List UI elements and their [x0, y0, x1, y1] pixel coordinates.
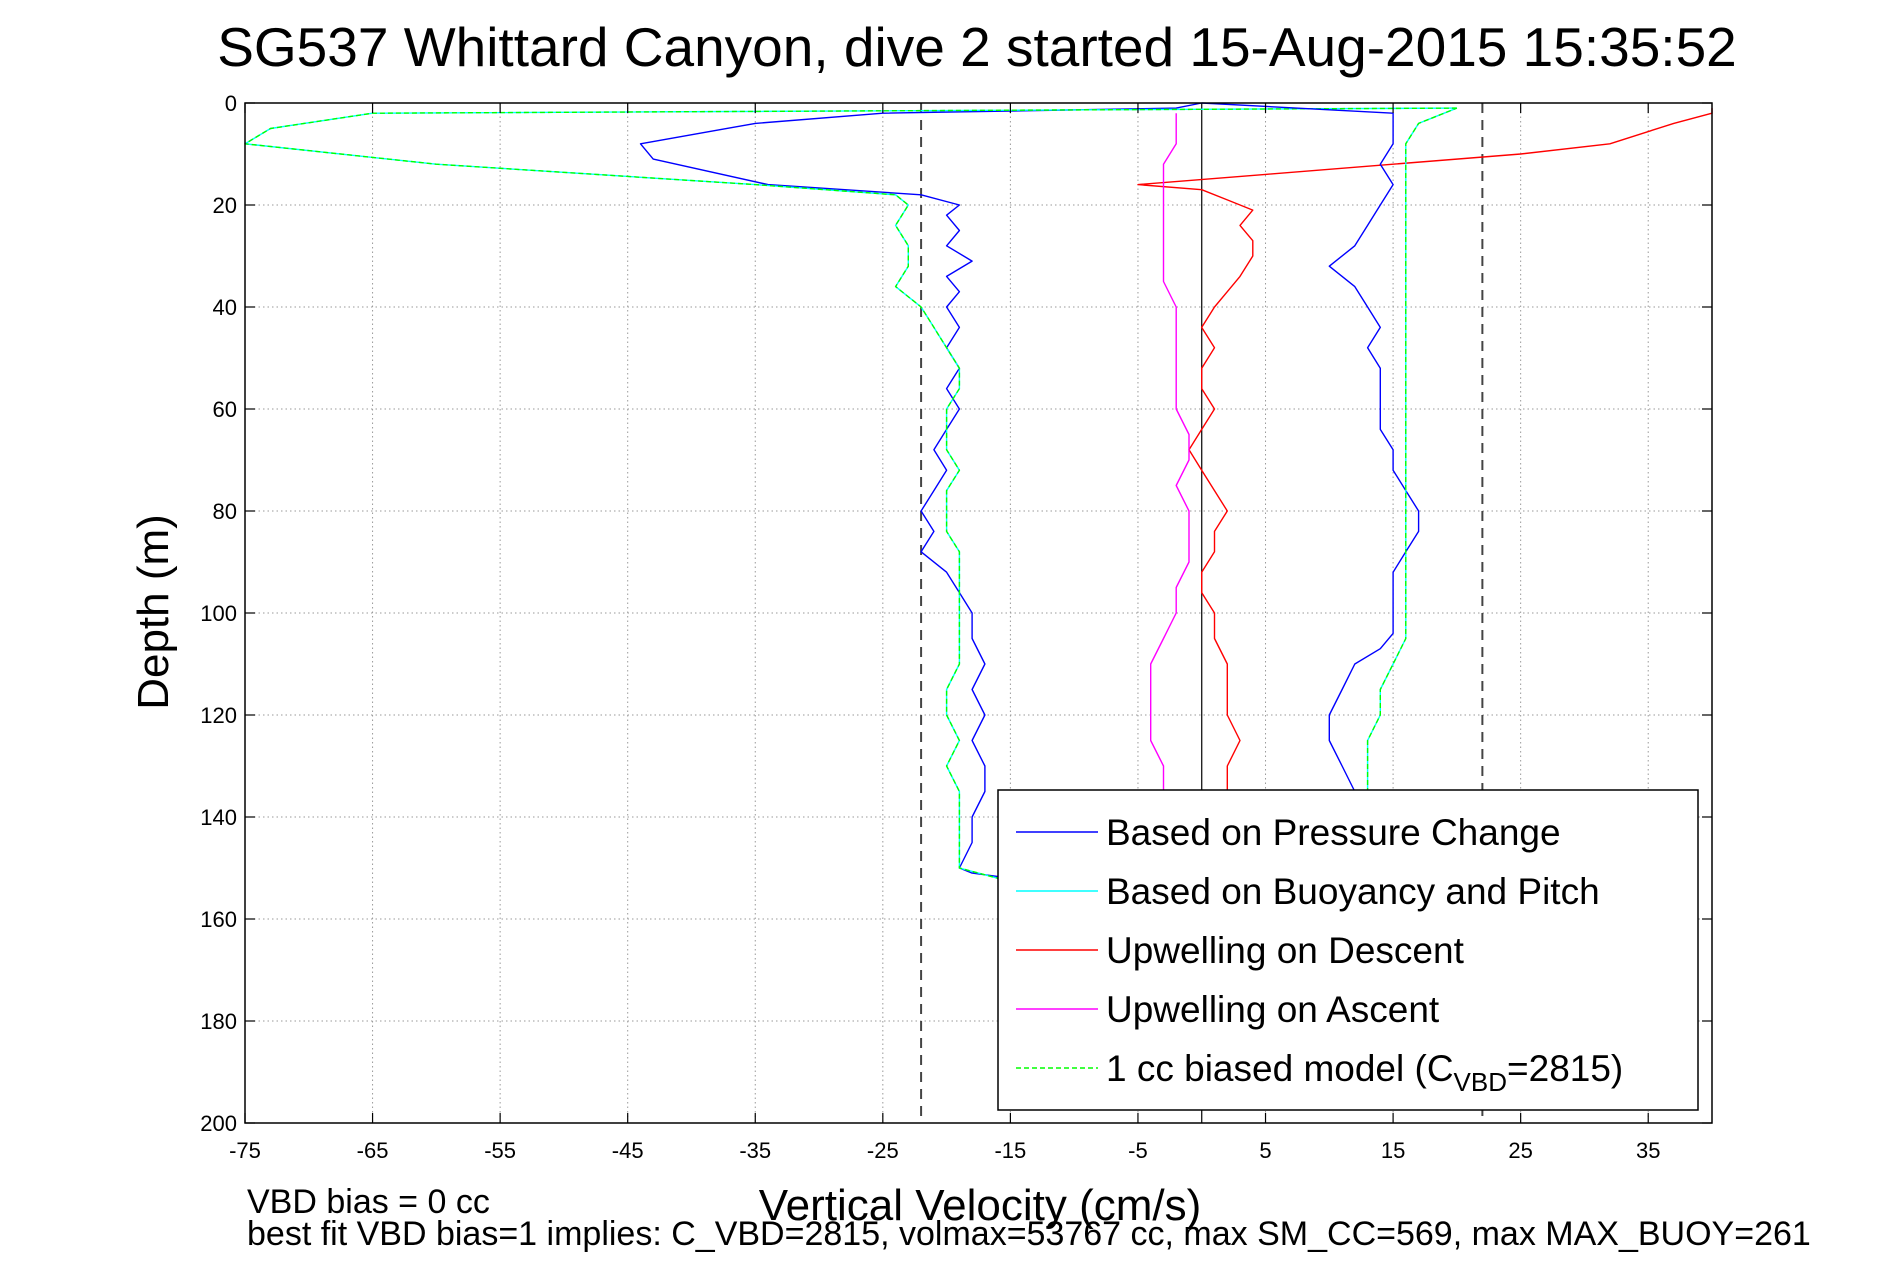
legend-label-2: Upwelling on Descent: [1106, 930, 1465, 971]
y-tick-label-0: 0: [225, 91, 237, 116]
y-axis-ticks: 0 20 40 60 80 100 120 140 160 180 200: [200, 91, 1712, 1136]
y-tick-label-1: 20: [213, 193, 237, 218]
legend-box: [997, 789, 1699, 1111]
series-line-4: [244, 107, 1457, 879]
series-line-1: [244, 107, 1457, 879]
x-tick-label-5: -25: [867, 1138, 899, 1163]
legend: Based on Pressure Change Based on Buoyanc…: [997, 789, 1699, 1111]
x-tick-label-3: -45: [612, 1138, 644, 1163]
y-tick-label-5: 100: [200, 601, 237, 626]
series-line-5: [1201, 102, 1420, 818]
footer-vbd-bias: VBD bias = 0 cc: [247, 1183, 490, 1221]
x-tick-label-4: -35: [739, 1138, 771, 1163]
series-line-2: [1137, 108, 1713, 817]
y-tick-label-10: 200: [200, 1111, 237, 1136]
y-tick-label-4: 80: [213, 499, 237, 524]
x-tick-label-2: -55: [484, 1138, 516, 1163]
series-line-3: [1149, 113, 1190, 817]
x-axis-ticks: -75 -65 -55 -45 -35 -25 -15 -5 5 15 25 35: [229, 103, 1660, 1163]
chart-title: SG537 Whittard Canyon, dive 2 started 15…: [217, 16, 1737, 78]
x-tick-label-1: -65: [357, 1138, 389, 1163]
y-tick-label-8: 160: [200, 907, 237, 932]
x-tick-label-6: -15: [994, 1138, 1026, 1163]
x-tick-label-9: 15: [1381, 1138, 1405, 1163]
y-tick-label-9: 180: [200, 1009, 237, 1034]
y-tick-label-2: 40: [213, 295, 237, 320]
y-axis-label: Depth (m): [129, 514, 178, 710]
x-tick-label-7: -5: [1128, 1138, 1148, 1163]
legend-label-0: Based on Pressure Change: [1106, 812, 1561, 853]
x-tick-label-0: -75: [229, 1138, 261, 1163]
y-tick-label-7: 140: [200, 805, 237, 830]
legend-label-4: 1 cc biased model (CVBD=2815): [1106, 1048, 1623, 1097]
series-line-0: [639, 102, 1202, 879]
series-line-7: [1366, 107, 1458, 817]
legend-label-3: Upwelling on Ascent: [1106, 989, 1440, 1030]
y-tick-label-3: 60: [213, 397, 237, 422]
series-line-6: [1366, 107, 1458, 817]
x-axis-label: Vertical Velocity (cm/s): [759, 1181, 1202, 1230]
x-tick-label-8: 5: [1259, 1138, 1271, 1163]
y-tick-label-6: 120: [200, 703, 237, 728]
footer-best-fit: best fit VBD bias=1 implies: C_VBD=2815,…: [247, 1215, 1811, 1253]
x-tick-label-10: 25: [1508, 1138, 1532, 1163]
x-tick-label-11: 35: [1636, 1138, 1660, 1163]
legend-label-1: Based on Buoyancy and Pitch: [1106, 871, 1600, 912]
series-layer: [244, 102, 1713, 879]
